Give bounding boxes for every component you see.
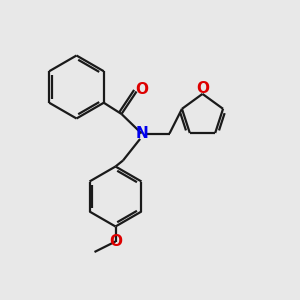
Text: N: N <box>135 126 148 141</box>
Text: O: O <box>109 234 122 249</box>
Text: O: O <box>196 81 209 96</box>
Text: O: O <box>135 82 148 97</box>
